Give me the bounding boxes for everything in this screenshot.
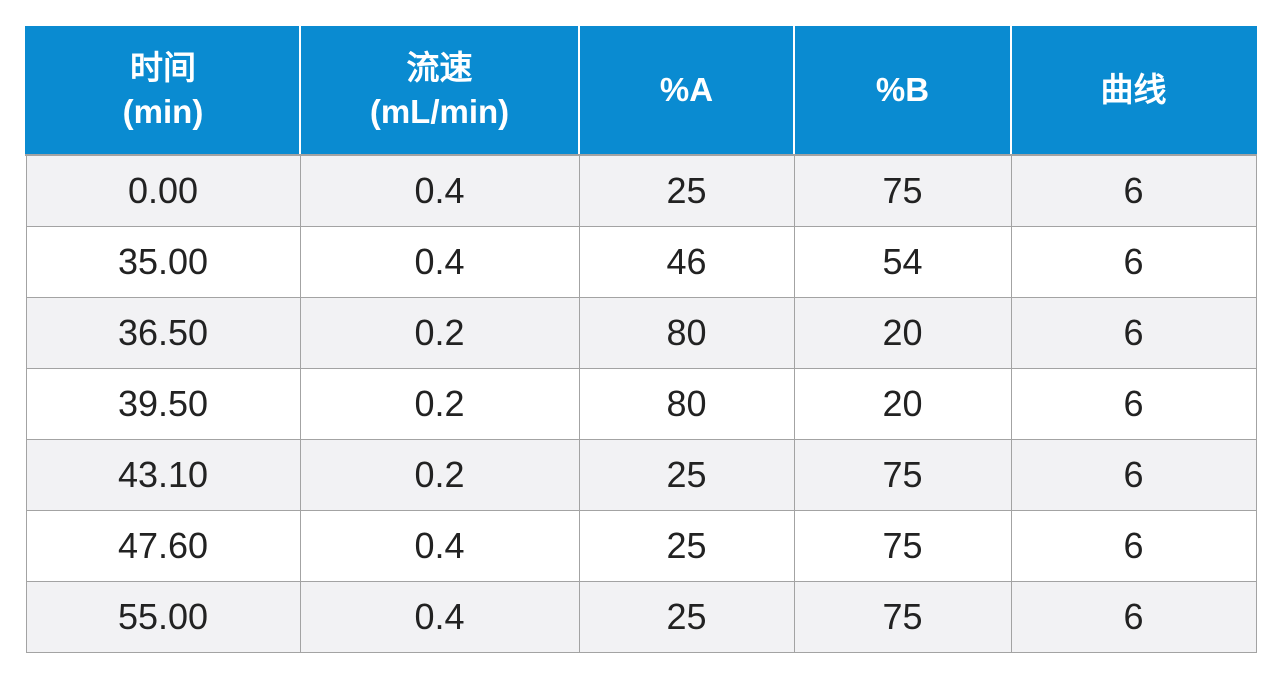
table-cell: 75 <box>793 581 1012 653</box>
table-cell: 35.00 <box>25 226 301 298</box>
table-container: 时间 (min) 流速 (mL/min) %A %B 曲线 0.00 0.4 25 75 6 35.0… <box>25 26 1257 653</box>
table-cell: 75 <box>793 439 1012 511</box>
table-cell: 20 <box>793 297 1012 369</box>
table-cell: 6 <box>1010 368 1257 440</box>
table-row: 0.00 0.4 25 75 6 <box>25 154 1257 227</box>
table-row: 43.10 0.2 25 75 6 <box>25 439 1257 511</box>
header-text: %B <box>875 71 930 108</box>
table-cell: 0.4 <box>299 510 580 582</box>
header-cell: 时间 (min) <box>25 26 301 156</box>
table-cell: 0.4 <box>299 226 580 298</box>
header-text: %A <box>659 71 714 108</box>
table-cell: 46 <box>578 226 795 298</box>
table-cell: 0.2 <box>299 439 580 511</box>
table-cell: 55.00 <box>25 581 301 653</box>
table-cell: 80 <box>578 368 795 440</box>
table-cell: 25 <box>578 439 795 511</box>
table-row: 55.00 0.4 25 75 6 <box>25 581 1257 653</box>
table-cell: 6 <box>1010 581 1257 653</box>
table-cell: 6 <box>1010 297 1257 369</box>
table-cell: 43.10 <box>25 439 301 511</box>
table-cell: 6 <box>1010 154 1257 227</box>
table-cell: 25 <box>578 581 795 653</box>
table-row: 36.50 0.2 80 20 6 <box>25 297 1257 369</box>
header-text: (min) <box>122 93 204 130</box>
table-row: 39.50 0.2 80 20 6 <box>25 368 1257 440</box>
table-cell: 6 <box>1010 439 1257 511</box>
header-cell: %A <box>578 26 795 156</box>
header-cell: %B <box>793 26 1012 156</box>
table-cell: 20 <box>793 368 1012 440</box>
table-cell: 0.00 <box>25 154 301 227</box>
table-cell: 25 <box>578 154 795 227</box>
table-cell: 0.2 <box>299 297 580 369</box>
table-cell: 47.60 <box>25 510 301 582</box>
table-cell: 0.2 <box>299 368 580 440</box>
table-row: 35.00 0.4 46 54 6 <box>25 226 1257 298</box>
table-cell: 75 <box>793 154 1012 227</box>
table-cell: 54 <box>793 226 1012 298</box>
table-cell: 6 <box>1010 226 1257 298</box>
table-cell: 0.4 <box>299 581 580 653</box>
header-text: (mL/min) <box>369 93 510 130</box>
header-cell: 流速 (mL/min) <box>299 26 580 156</box>
table-cell: 25 <box>578 510 795 582</box>
table-body: 0.00 0.4 25 75 6 35.00 0.4 46 54 6 36.50 0.2 80 20 6 39… <box>25 154 1257 653</box>
table-row: 47.60 0.4 25 75 6 <box>25 510 1257 582</box>
table-cell: 36.50 <box>25 297 301 369</box>
header-text: 曲线 <box>1100 71 1167 108</box>
header-cell: 曲线 <box>1010 26 1257 156</box>
table-cell: 6 <box>1010 510 1257 582</box>
header-text: 时间 <box>130 49 196 86</box>
header-text: 流速 <box>406 49 473 86</box>
table-cell: 0.4 <box>299 154 580 227</box>
gradient-table: 时间 (min) 流速 (mL/min) %A %B 曲线 0.00 0.4 25 75 6 35.0… <box>25 26 1257 653</box>
table-cell: 39.50 <box>25 368 301 440</box>
table-cell: 75 <box>793 510 1012 582</box>
header-row: 时间 (min) 流速 (mL/min) %A %B 曲线 <box>25 26 1257 156</box>
table-cell: 80 <box>578 297 795 369</box>
